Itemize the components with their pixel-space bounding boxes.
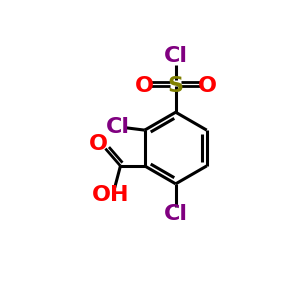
Text: S: S — [168, 76, 184, 96]
Text: OH: OH — [92, 185, 129, 205]
Text: Cl: Cl — [164, 204, 188, 224]
Text: Cl: Cl — [106, 117, 130, 137]
Text: O: O — [134, 76, 154, 96]
Text: Cl: Cl — [164, 46, 188, 66]
Text: O: O — [89, 134, 108, 154]
Text: O: O — [198, 76, 217, 96]
